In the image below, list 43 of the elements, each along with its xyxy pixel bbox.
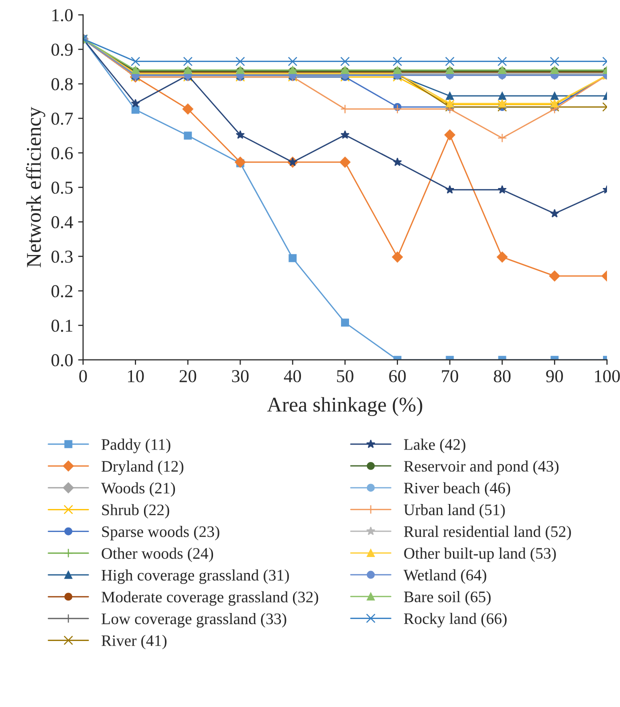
legend-label: Other built-up land (53) xyxy=(404,548,556,562)
legend-label: Shrub (22) xyxy=(102,504,170,519)
x-tick-label: 70 xyxy=(442,370,458,382)
x-tick-label: 80 xyxy=(494,370,511,382)
y-tick-label: 0.2 xyxy=(51,285,72,298)
y-tick-label: 0.4 xyxy=(51,216,74,228)
x-axis-title: Area shinkage (%) xyxy=(267,397,422,416)
y-tick-label: 1.0 xyxy=(52,9,73,22)
legend-label: Bare soil (65) xyxy=(404,591,491,606)
x-tick-label: 60 xyxy=(389,370,406,382)
x-tick-label: 20 xyxy=(180,370,196,382)
legend-label: High coverage grassland (31) xyxy=(102,569,289,584)
x-tick-label: 40 xyxy=(284,370,301,382)
x-tick-label: 10 xyxy=(128,370,144,382)
legend-label: Woods (21) xyxy=(101,482,175,497)
y-tick-label: 0.5 xyxy=(51,182,73,194)
legend-label: Lake (42) xyxy=(404,438,466,454)
y-axis-title: Network efficiency xyxy=(26,106,46,268)
legend-label: River beach (46) xyxy=(404,482,510,497)
legend-label: Low coverage grassland (33) xyxy=(102,613,286,628)
legend-label: Wetland (64) xyxy=(404,569,486,584)
legend-label: Other woods (24) xyxy=(102,548,214,562)
legend-label: Dryland (12) xyxy=(102,460,184,476)
legend-label: Paddy (11) xyxy=(102,438,170,454)
x-tick-label: 100 xyxy=(595,370,620,382)
y-tick-label: 0.0 xyxy=(51,354,73,366)
legend-label: Rocky land (66) xyxy=(404,612,507,628)
y-tick-label: 0.1 xyxy=(51,320,72,332)
x-tick-label: 0 xyxy=(79,370,87,382)
y-tick-label: 0.9 xyxy=(51,44,73,56)
y-tick-label: 0.8 xyxy=(51,78,73,90)
legend-label: Urban land (51) xyxy=(404,504,505,518)
legend-label: Rural residential land (52) xyxy=(404,526,571,540)
y-tick-label: 0.3 xyxy=(51,250,73,263)
legend-label: Reservoir and pond (43) xyxy=(404,460,558,475)
x-tick-label: 30 xyxy=(232,370,249,382)
legend-label: River (41) xyxy=(102,634,166,650)
x-tick-label: 90 xyxy=(546,370,563,382)
y-tick-label: 0.6 xyxy=(51,147,73,160)
legend-label: Sparse woods (23) xyxy=(102,526,220,540)
legend-label: Moderate coverage grassland (32) xyxy=(102,591,318,606)
y-tick-label: 0.7 xyxy=(51,112,73,125)
x-tick-label: 50 xyxy=(337,370,354,382)
